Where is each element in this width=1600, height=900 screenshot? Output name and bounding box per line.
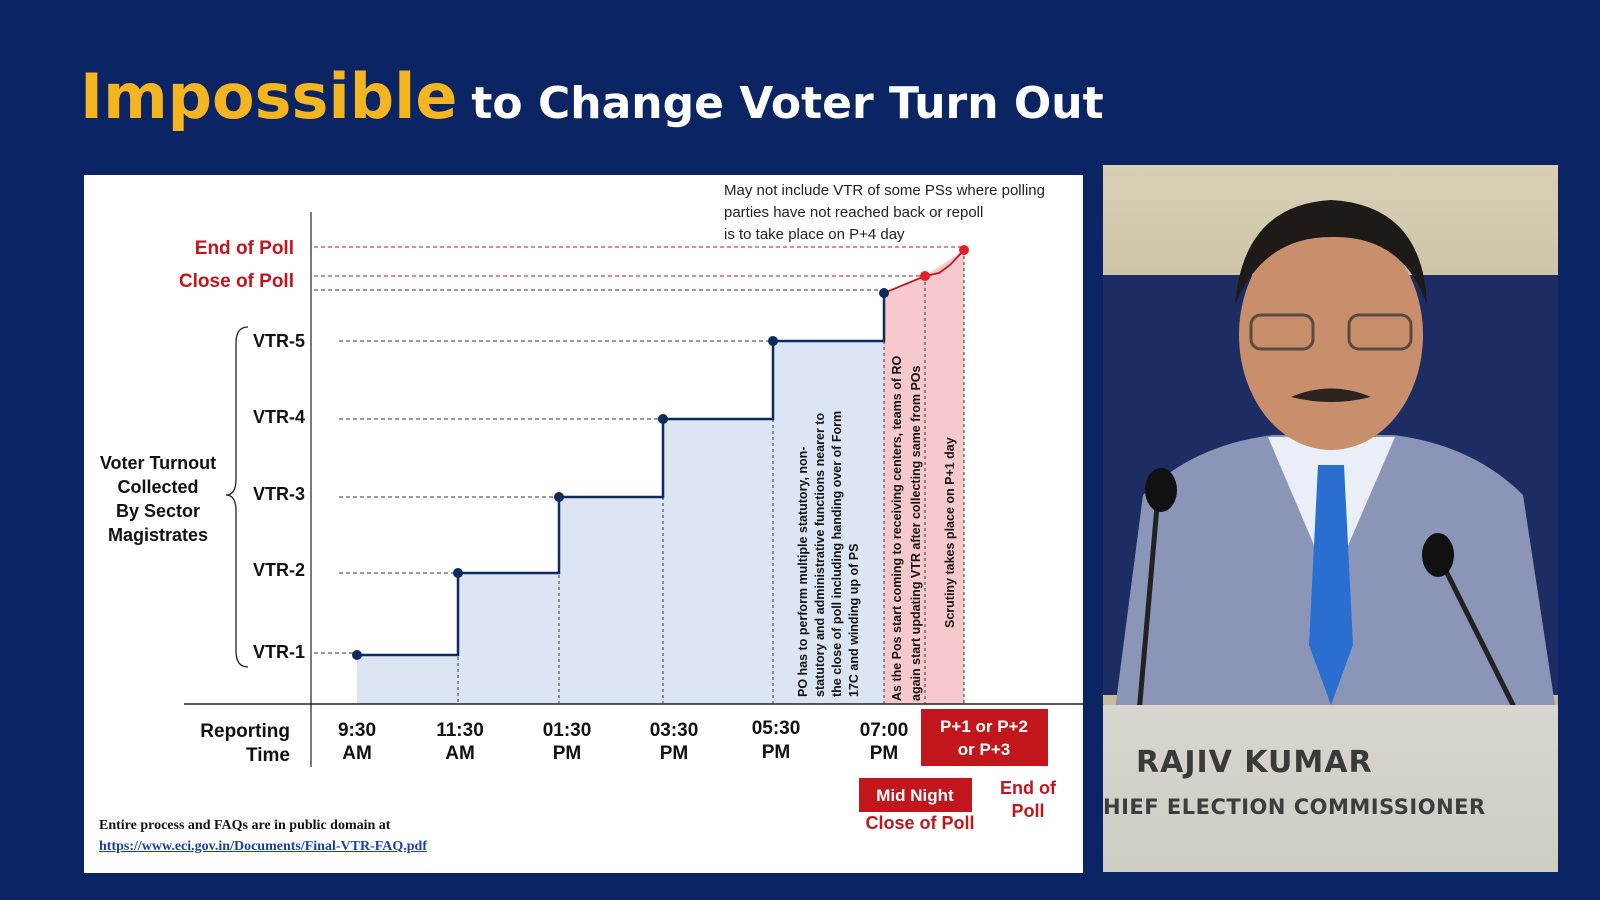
speaker-title: HIEF ELECTION COMMISSIONER [1103, 795, 1486, 819]
y-title-line3: By Sector [116, 501, 200, 521]
x-label-0330-time: 03:30 [650, 720, 699, 741]
title-emphasis: Impossible [80, 60, 458, 133]
x-label-0130-ampm: PM [553, 743, 582, 764]
tie [1309, 465, 1353, 705]
speaker-image [1103, 200, 1558, 725]
scrutiny-note: Scrutiny takes place on P+1 day [943, 437, 957, 628]
y-title-line2: Collected [117, 477, 198, 497]
y-label-vtr2: VTR-2 [253, 560, 305, 580]
mic-left-icon [1145, 468, 1177, 512]
x-label-0700-time: 07:00 [860, 720, 909, 741]
p-days-line1: P+1 or P+2 [940, 717, 1028, 736]
x-title-line2: Time [246, 745, 290, 766]
y-title-line1: Voter Turnout [100, 453, 216, 473]
receiving-line1: As the Pos start coming to receiving cen… [890, 355, 904, 701]
end-of-poll-bottom-line2: Poll [1011, 801, 1044, 821]
close-of-poll-bottom: Close of Poll [865, 813, 974, 833]
y-title-line4: Magistrates [108, 525, 208, 545]
marker-vtr5 [768, 336, 778, 346]
mid-night-tag-bg [859, 778, 972, 812]
glasses-right [1347, 313, 1413, 351]
glasses-left [1249, 313, 1315, 351]
y-label-vtr4: VTR-4 [253, 407, 305, 427]
marker-vtr4 [658, 414, 668, 424]
y-label-close-of-poll: Close of Poll [179, 271, 294, 292]
mid-night-tag: Mid Night [876, 786, 954, 805]
y-label-vtr1: VTR-1 [253, 642, 305, 662]
y-brace [225, 326, 249, 668]
p-days-tag-bg [921, 709, 1048, 766]
po-duties-line3: the close of poll including handing over… [830, 411, 844, 697]
faq-link[interactable]: https://www.eci.gov.in/Documents/Final-V… [99, 839, 427, 854]
mic-right-icon [1422, 533, 1454, 577]
x-title-line1: Reporting [200, 721, 290, 742]
marker-close-of-poll [920, 271, 930, 281]
top-note-line2: parties have not reached back or repoll [724, 204, 983, 221]
title-rest: to Change Voter Turn Out [471, 78, 1104, 129]
moustache [1291, 388, 1371, 402]
marker-end-of-poll [959, 245, 969, 255]
marker-vtr1 [352, 650, 362, 660]
x-label-0530-time: 05:30 [752, 718, 801, 739]
post-poll-line [883, 249, 965, 294]
vtr-step-line [357, 293, 886, 657]
post-poll-area-fill [884, 250, 964, 704]
p-days-line2: or P+3 [958, 740, 1010, 759]
vtr-chart: May not include VTR of some PSs where po… [100, 182, 1083, 833]
marker-vtr2 [453, 568, 463, 578]
receiving-line2: again start updating VTR after collectin… [909, 365, 923, 701]
x-label-0330-ampm: PM [660, 743, 689, 764]
marker-0700 [879, 288, 889, 298]
vtr-chart-panel: May not include VTR of some PSs where po… [84, 175, 1083, 873]
turnout-area-fill [357, 341, 884, 704]
name-plate: RAJIV KUMAR HIEF ELECTION COMMISSIONER [1103, 705, 1558, 872]
y-label-vtr5: VTR-5 [253, 331, 305, 351]
mic-stand-right [1440, 563, 1526, 725]
po-duties-line4: 17C and winding up of PS [847, 544, 861, 697]
top-note-line1: May not include VTR of some PSs where po… [724, 182, 1045, 199]
slide-title: Impossible to Change Voter Turn Out [80, 60, 1104, 133]
x-label-0930-ampm: AM [342, 743, 372, 764]
x-label-1130-ampm: AM [445, 743, 475, 764]
marker-vtr3 [554, 492, 564, 502]
y-label-vtr3: VTR-3 [253, 484, 305, 504]
x-label-0930-time: 9:30 [338, 720, 376, 741]
y-label-end-of-poll: End of Poll [195, 238, 294, 259]
footer-note: Entire process and FAQs are in public do… [99, 815, 427, 857]
po-duties-line1: PO has to perform multiple statutory, no… [796, 447, 810, 697]
top-note-line3: is to take place on P+4 day [724, 226, 905, 243]
x-label-0530-ampm: PM [762, 742, 791, 763]
x-label-1130-time: 11:30 [436, 720, 484, 741]
hair [1235, 200, 1427, 305]
end-of-poll-bottom-line1: End of [1000, 778, 1057, 798]
footer-text: Entire process and FAQs are in public do… [99, 818, 391, 833]
speaker-name: RAJIV KUMAR [1136, 745, 1373, 780]
po-duties-line2: statutory and administrative functions n… [813, 413, 827, 697]
speaker-video-panel: RAJIV KUMAR HIEF ELECTION COMMISSIONER [1103, 165, 1558, 872]
x-label-0700-ampm: PM [870, 743, 899, 764]
x-label-0130-time: 01:30 [543, 720, 592, 741]
face [1239, 220, 1423, 450]
mic-stand-left [1135, 494, 1161, 725]
